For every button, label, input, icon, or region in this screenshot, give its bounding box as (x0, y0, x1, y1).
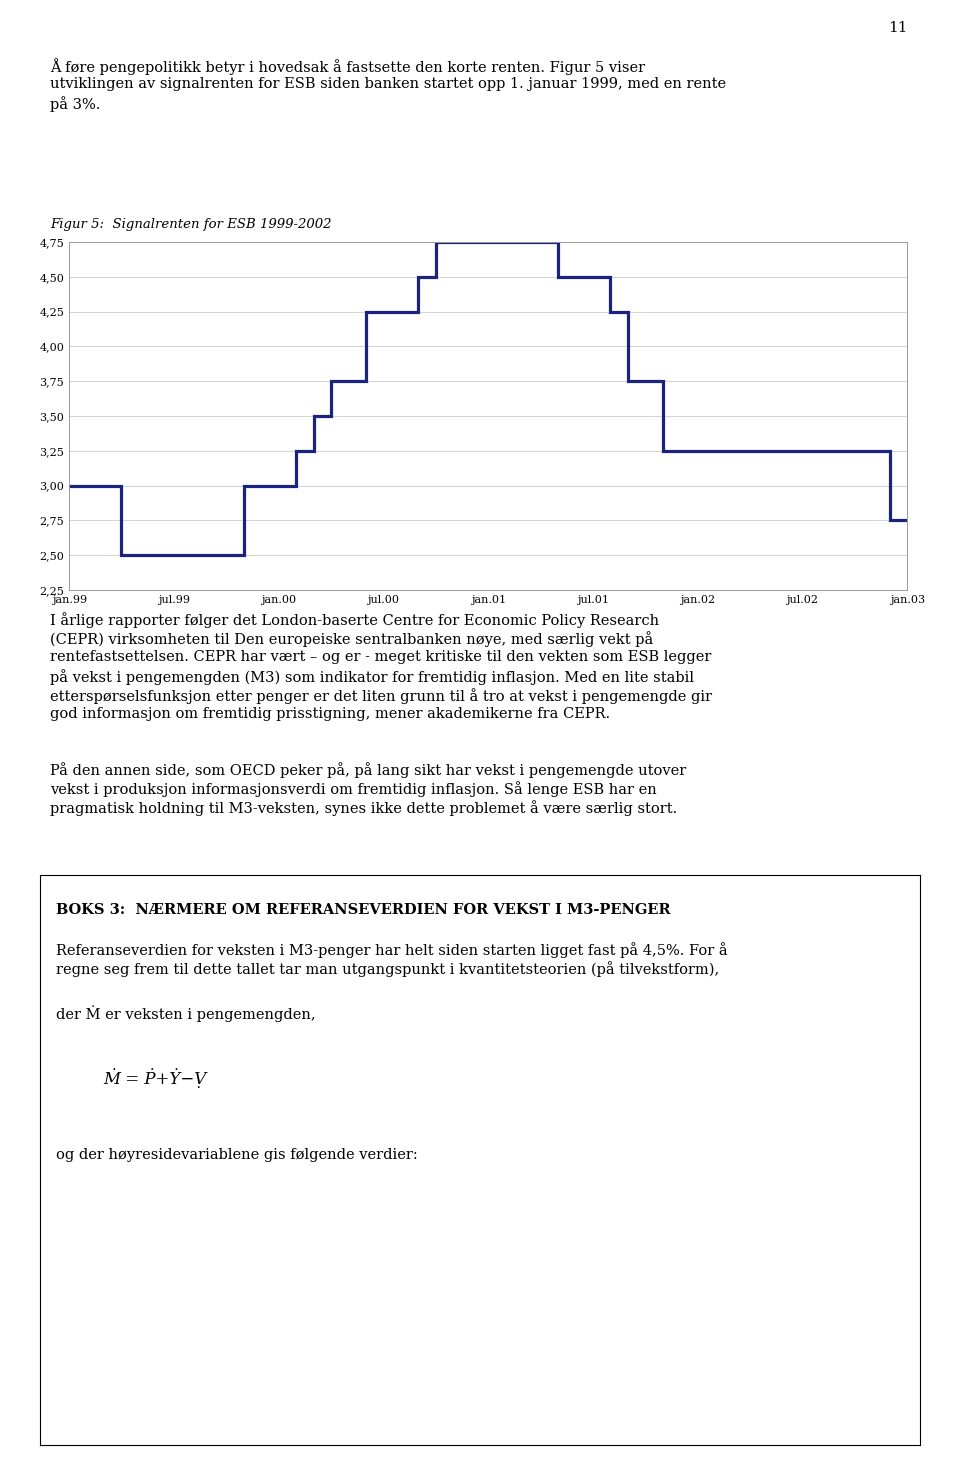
Text: der Ṁ er veksten i pengemengden,: der Ṁ er veksten i pengemengden, (56, 1005, 315, 1023)
Text: utviklingen av signalrenten for ESB siden banken startet opp 1. januar 1999, med: utviklingen av signalrenten for ESB side… (50, 78, 726, 91)
Text: og der høyresidevariablene gis følgende verdier:: og der høyresidevariablene gis følgende … (56, 1149, 418, 1162)
Text: vekst i produksjon informasjonsverdi om fremtidig inflasjon. Så lenge ESB har en: vekst i produksjon informasjonsverdi om … (50, 781, 657, 797)
Text: (CEPR) virksomheten til Den europeiske sentralbanken nøye, med særlig vekt på: (CEPR) virksomheten til Den europeiske s… (50, 631, 653, 648)
Text: Å føre pengepolitikk betyr i hovedsak å fastsette den korte renten. Figur 5 vise: Å føre pengepolitikk betyr i hovedsak å … (50, 59, 645, 75)
Text: Figur 5:  Signalrenten for ESB 1999-2002: Figur 5: Signalrenten for ESB 1999-2002 (50, 218, 331, 231)
Text: på 3%.: på 3%. (50, 97, 100, 111)
Text: Ṁ = Ṗ+Ẏ−Ṿ: Ṁ = Ṗ+Ẏ−Ṿ (104, 1068, 207, 1088)
Text: god informasjon om fremtidig prisstigning, mener akademikerne fra CEPR.: god informasjon om fremtidig prisstignin… (50, 708, 610, 721)
Text: rentefastsettelsen. CEPR har vært – og er - meget kritiske til den vekten som ES: rentefastsettelsen. CEPR har vært – og e… (50, 650, 711, 664)
Text: etterspørselsfunksjon etter penger er det liten grunn til å tro at vekst i penge: etterspørselsfunksjon etter penger er de… (50, 689, 712, 703)
Text: Referanseverdien for veksten i M3-penger har helt siden starten ligget fast på 4: Referanseverdien for veksten i M3-penger… (56, 942, 728, 958)
Text: På den annen side, som OECD peker på, på lang sikt har vekst i pengemengde utove: På den annen side, som OECD peker på, på… (50, 762, 686, 778)
Text: pragmatisk holdning til M3-veksten, synes ikke dette problemet å være særlig sto: pragmatisk holdning til M3-veksten, syne… (50, 800, 677, 816)
Text: 11: 11 (888, 21, 907, 35)
Text: på vekst i pengemengden (M3) som indikator for fremtidig inflasjon. Med en lite : på vekst i pengemengden (M3) som indikat… (50, 670, 694, 684)
Text: regne seg frem til dette tallet tar man utgangspunkt i kvantitetsteorien (på til: regne seg frem til dette tallet tar man … (56, 961, 719, 977)
Text: BOKS 3:  NÆRMERE OM REFERANSEVERDIEN FOR VEKST I M3-PENGER: BOKS 3: NÆRMERE OM REFERANSEVERDIEN FOR … (56, 902, 670, 917)
Text: I årlige rapporter følger det London-baserte Centre for Economic Policy Research: I årlige rapporter følger det London-bas… (50, 612, 660, 628)
